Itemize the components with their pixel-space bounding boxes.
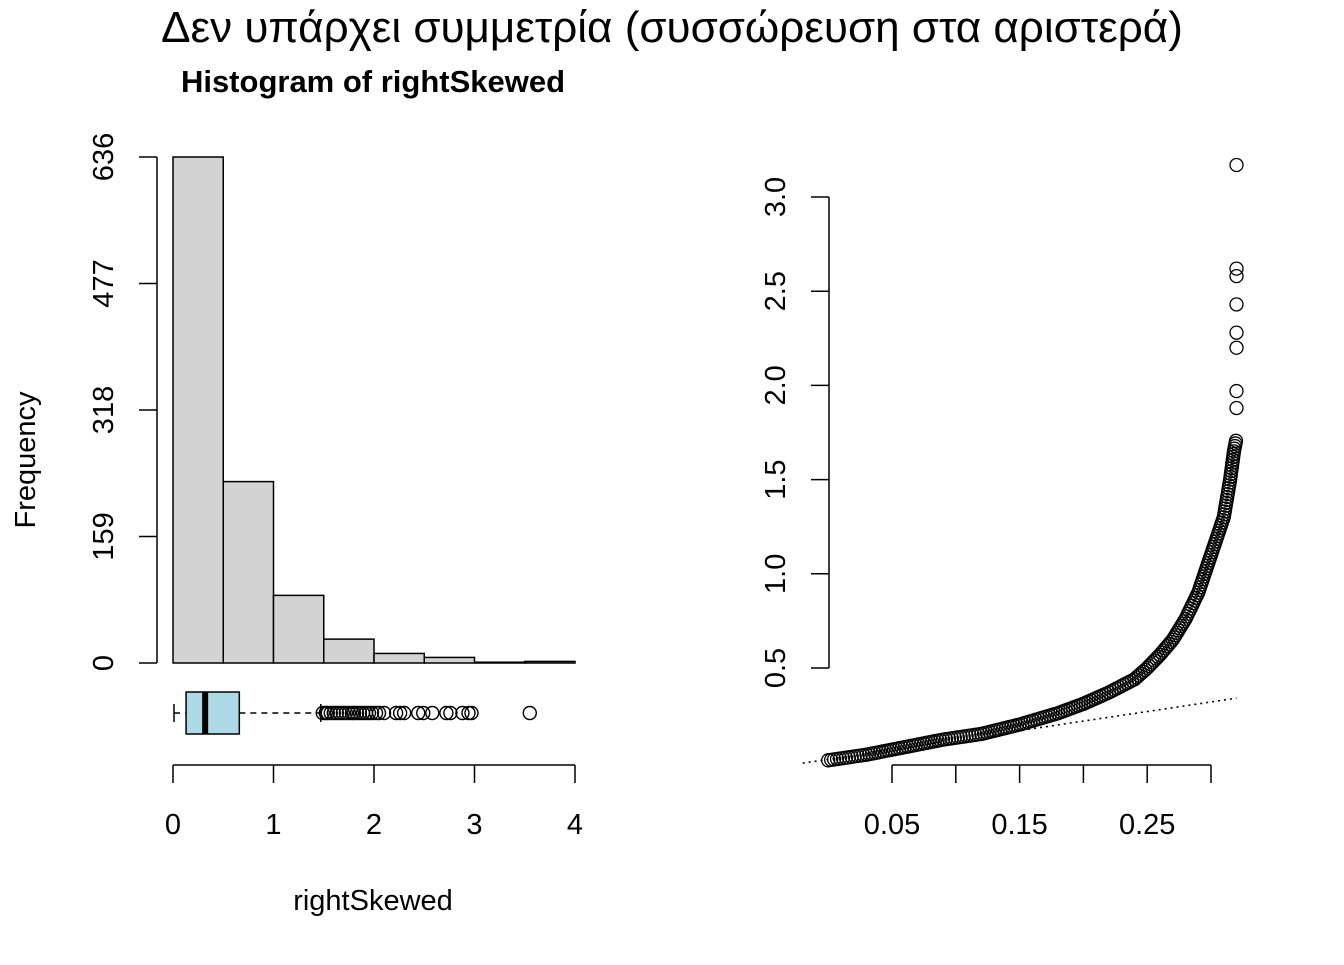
qq-point — [1229, 383, 1244, 399]
qq-point — [1145, 655, 1160, 670]
boxplot-outlier — [376, 705, 392, 721]
boxplot-outlier — [522, 705, 537, 721]
boxplot-outlier — [411, 705, 426, 721]
qq-y-tick-label: 3.0 — [760, 177, 792, 217]
qq-point — [1143, 657, 1158, 672]
histogram-bar — [222, 480, 275, 664]
qq-point — [1229, 340, 1244, 355]
histogram-y-tick-label: 318 — [88, 386, 120, 434]
boxplot-panel — [173, 691, 537, 735]
histogram-x-tick-label: 2 — [366, 809, 382, 841]
histogram-bar — [373, 652, 425, 664]
histogram-y-tick-label: 0 — [88, 655, 120, 671]
figure-suptitle: Δεν υπάρχει συμμετρία (συσσώρευση στα αρ… — [161, 3, 1183, 52]
histogram-ylabel: Frequency — [10, 391, 42, 529]
boxplot-outlier — [371, 705, 387, 721]
boxplot-outlier — [388, 705, 404, 721]
boxplot-outlier — [396, 705, 412, 721]
histogram-xlabel: rightSkewed — [293, 885, 453, 917]
histogram-x-tick-label: 1 — [265, 809, 281, 841]
qq-x-tick-label: 0.15 — [991, 809, 1047, 841]
qq-y-tick-label: 1.5 — [760, 459, 792, 499]
boxplot-outlier — [455, 705, 470, 721]
qq-point — [1229, 261, 1244, 276]
histogram-bar — [423, 656, 476, 664]
boxplot-outlier — [425, 705, 440, 721]
qq-y-tick-label: 2.0 — [760, 365, 792, 405]
qq-plot-panel: 0.5 1.0 1.5 2.0 2.5 3.0 0.05 0.15 0.25 — [760, 157, 1244, 841]
qq-point — [1147, 653, 1162, 668]
qq-x-tick-label: 0.05 — [864, 809, 920, 841]
qq-point — [1229, 297, 1244, 312]
histogram-bar — [172, 156, 224, 664]
boxplot-outlier — [439, 705, 454, 721]
boxplot-box — [185, 691, 241, 735]
histogram-bar — [524, 660, 576, 664]
histogram-panel: 0 159 318 477 636 0 1 2 3 4 — [88, 133, 583, 841]
histogram-title: Histogram of rightSkewed — [181, 64, 565, 99]
qq-point — [1229, 400, 1244, 416]
histogram-y-tick-label: 477 — [88, 259, 120, 307]
qq-point — [1141, 658, 1157, 674]
qq-point — [1137, 662, 1153, 678]
boxplot-outlier — [364, 705, 380, 721]
histogram-bar — [272, 594, 325, 664]
qq-plot-data — [802, 157, 1244, 768]
qq-point — [1228, 433, 1244, 448]
histogram-x-tick-label: 3 — [466, 809, 482, 841]
boxplot-outlier — [443, 705, 458, 721]
qq-y-tick-label: 2.5 — [760, 271, 792, 311]
qq-point — [1140, 660, 1155, 676]
histogram-x-tick-label: 4 — [567, 809, 583, 841]
boxplot-outlier — [392, 705, 408, 721]
boxplot-outlier — [416, 705, 431, 721]
histogram-bar — [473, 661, 526, 664]
histogram-y-tick-label: 636 — [88, 133, 120, 181]
qq-x-tick-label: 0.25 — [1119, 809, 1175, 841]
qq-y-tick-label: 1.0 — [760, 554, 792, 594]
qq-point — [1229, 268, 1244, 284]
histogram-y-tick-label: 159 — [88, 512, 120, 560]
qq-y-tick-label: 0.5 — [760, 648, 792, 688]
boxplot-outlier — [464, 705, 479, 721]
histogram-bar — [323, 638, 375, 664]
qq-point — [1229, 325, 1244, 340]
qq-point — [1229, 157, 1244, 173]
histogram-x-tick-label: 0 — [165, 809, 181, 841]
